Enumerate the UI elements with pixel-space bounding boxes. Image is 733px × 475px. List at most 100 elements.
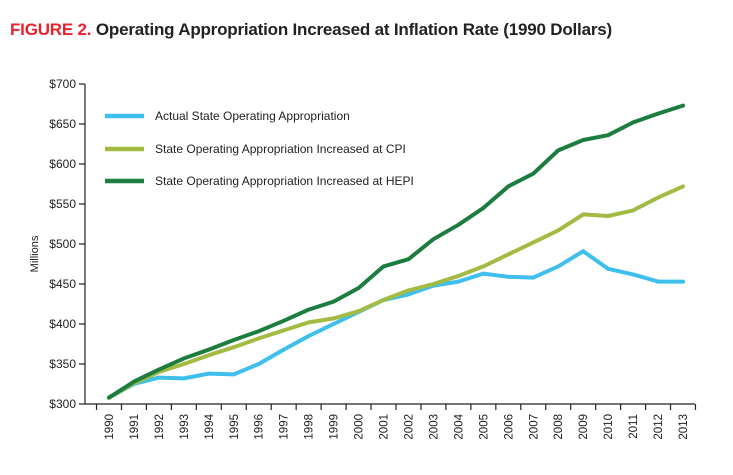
- data-point: [182, 376, 186, 381]
- data-point: [631, 208, 635, 213]
- data-point: [506, 184, 511, 189]
- data-point: [331, 316, 336, 321]
- data-point: [681, 279, 685, 284]
- x-tick-label: 1995: [229, 414, 241, 440]
- series-1: [107, 249, 685, 400]
- y-tick-label: $500: [49, 237, 76, 251]
- x-tick-label: 1991: [129, 414, 141, 440]
- data-point: [556, 148, 561, 153]
- data-point: [431, 237, 436, 241]
- x-tick-label: 2008: [553, 414, 565, 440]
- data-point: [506, 275, 511, 279]
- x-tick-label: 2003: [428, 414, 440, 440]
- y-tick-label: $600: [49, 157, 76, 171]
- data-point: [356, 286, 361, 290]
- data-point: [431, 282, 436, 286]
- data-point: [182, 362, 186, 366]
- data-point: [506, 252, 511, 257]
- x-tick-label: 1994: [204, 413, 216, 439]
- data-point: [681, 184, 685, 189]
- figure-label: FIGURE 2.: [10, 20, 92, 39]
- data-point: [231, 345, 236, 350]
- x-tick-label: 2000: [354, 414, 366, 440]
- x-tick-label: 2002: [403, 414, 415, 440]
- x-tick-label: 2012: [653, 414, 665, 440]
- y-tick-label: $300: [49, 397, 76, 411]
- series-2: [107, 184, 685, 400]
- data-point: [656, 195, 660, 200]
- data-point: [456, 223, 461, 227]
- data-point: [306, 320, 311, 325]
- chart-axes: $300 $350 $400 $450 $500 $550 $600 $650 $700 1990…: [49, 77, 697, 440]
- x-tick-label: 2006: [503, 414, 515, 440]
- data-point: [231, 338, 236, 342]
- data-point: [281, 319, 286, 323]
- data-point: [606, 214, 610, 218]
- data-point: [256, 362, 261, 366]
- data-point: [581, 212, 585, 217]
- x-tick-label: 1998: [304, 414, 316, 440]
- data-point: [556, 264, 561, 269]
- x-tick-label: 1999: [329, 414, 341, 440]
- series-line: [107, 184, 685, 400]
- x-tick-label: 2011: [628, 414, 640, 439]
- data-point: [356, 309, 361, 314]
- data-point: [556, 228, 561, 233]
- data-point: [231, 372, 236, 377]
- data-point: [656, 279, 660, 284]
- x-tick-label: 2010: [603, 414, 615, 440]
- x-tick-label: 2001: [379, 414, 391, 440]
- x-tick-label: 2009: [578, 414, 590, 440]
- y-tick-label: $650: [49, 117, 76, 131]
- series-line: [107, 103, 685, 400]
- data-point: [207, 353, 211, 358]
- data-point: [581, 138, 585, 142]
- legend-entry: State Operating Appropriation Increased …: [155, 142, 406, 156]
- x-tick-label: 2004: [453, 413, 465, 439]
- data-point: [207, 371, 211, 376]
- data-point: [606, 133, 610, 137]
- data-point: [132, 379, 136, 384]
- legend-entry: Actual State Operating Appropriation: [155, 109, 350, 123]
- x-tick-label: 1993: [179, 414, 191, 440]
- y-tick-label: $550: [49, 197, 76, 211]
- data-point: [281, 328, 286, 333]
- y-tick-label: $450: [49, 277, 76, 291]
- x-tick-label: 2007: [528, 414, 540, 440]
- data-point: [631, 272, 635, 277]
- y-tick-label: $700: [49, 77, 76, 91]
- legend-entry: State Operating Appropriation Increased …: [155, 174, 414, 188]
- x-tick-label: 2013: [678, 414, 690, 440]
- data-point: [531, 171, 536, 176]
- data-point: [182, 356, 186, 361]
- data-point: [331, 322, 336, 326]
- y-tick-label: $350: [49, 357, 76, 371]
- data-point: [381, 264, 386, 269]
- data-point: [456, 279, 461, 284]
- data-point: [157, 375, 161, 380]
- data-point: [456, 274, 461, 278]
- data-point: [406, 257, 411, 262]
- series-3: [107, 103, 685, 400]
- data-point: [306, 334, 311, 338]
- figure-title-text: Operating Appropriation Increased at Inf…: [95, 20, 612, 39]
- data-point: [331, 299, 336, 304]
- data-point: [681, 103, 685, 108]
- data-point: [481, 271, 486, 276]
- data-point: [107, 395, 111, 400]
- data-point: [256, 329, 261, 334]
- data-point: [256, 336, 261, 341]
- data-point: [606, 267, 610, 271]
- y-tick-label: $400: [49, 317, 76, 331]
- x-tick-label: 1992: [154, 414, 166, 440]
- data-point: [406, 288, 411, 293]
- x-tick-label: 1997: [279, 414, 291, 440]
- data-point: [306, 307, 311, 312]
- data-point: [581, 249, 585, 253]
- figure-title: FIGURE 2. Operating Appropriation Increa…: [10, 20, 612, 40]
- chart-series: [107, 103, 685, 400]
- data-point: [531, 240, 536, 245]
- x-tick-label: 1996: [254, 414, 266, 440]
- series-line: [107, 249, 685, 400]
